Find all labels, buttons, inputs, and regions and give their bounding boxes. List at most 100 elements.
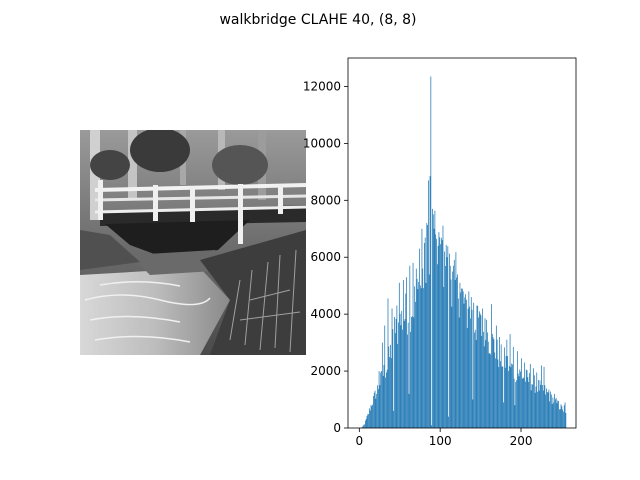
histogram-bar <box>524 363 525 428</box>
histogram-bar <box>465 294 466 428</box>
histogram-bar <box>448 417 449 428</box>
histogram-bar <box>371 405 372 428</box>
histogram-bar <box>506 356 507 428</box>
histogram-bar <box>380 385 381 428</box>
histogram-bar <box>450 266 451 428</box>
histogram-bar <box>494 352 495 428</box>
histogram-bar <box>443 226 444 428</box>
histogram-bar <box>409 266 410 428</box>
histogram-bar <box>384 326 385 428</box>
histogram-bar <box>547 392 548 428</box>
histogram-bar <box>492 334 493 428</box>
y-tick-label: 8000 <box>310 193 341 207</box>
histogram-bar <box>455 280 456 428</box>
histogram-bar <box>421 288 422 428</box>
histogram-bar <box>428 180 429 428</box>
histogram-bar <box>504 347 505 428</box>
histogram-bar <box>489 353 490 428</box>
histogram-bar <box>385 378 386 428</box>
histogram-bar <box>456 252 457 428</box>
histogram-bar <box>565 413 566 428</box>
histogram-bar <box>531 390 532 428</box>
histogram-bar <box>425 238 426 428</box>
histogram-bar <box>548 393 549 428</box>
histogram-bar <box>511 367 512 428</box>
x-tick-label: 0 <box>355 434 363 448</box>
histogram-bar <box>502 366 503 428</box>
histogram-bar <box>418 282 419 428</box>
histogram-bar <box>397 306 398 428</box>
histogram-bar <box>516 380 517 428</box>
histogram-bar <box>400 314 401 428</box>
histogram-bar <box>363 425 364 428</box>
histogram-bar <box>532 385 533 428</box>
histogram-bar <box>418 289 419 428</box>
histogram-bar <box>368 414 369 428</box>
histogram-bar <box>397 344 398 428</box>
histogram-bar <box>435 211 436 428</box>
histogram-bar <box>453 266 454 428</box>
histogram-bar <box>483 332 484 428</box>
histogram-bar <box>478 318 479 428</box>
histogram-bar <box>470 319 471 428</box>
histogram-bar <box>435 234 436 428</box>
histogram-bar <box>402 330 403 428</box>
histogram-bar <box>406 277 407 428</box>
histogram-bar <box>540 385 541 428</box>
histogram-bar <box>482 308 483 428</box>
histogram-bar <box>449 254 450 428</box>
histogram-bar <box>561 404 562 428</box>
histogram-bar <box>396 319 397 428</box>
histogram-bar <box>493 337 494 428</box>
histogram-bar <box>510 334 511 428</box>
histogram-bar <box>514 379 515 428</box>
histogram-bar <box>502 367 503 428</box>
histogram-bar <box>485 340 486 428</box>
histogram-bar <box>436 239 437 428</box>
foliage <box>90 150 130 180</box>
histogram-bar <box>414 286 415 428</box>
bridge-post <box>278 184 283 214</box>
histogram-bar <box>557 401 558 428</box>
histogram-bar <box>503 402 504 428</box>
histogram-bar <box>426 223 427 428</box>
histogram-bar <box>498 367 499 428</box>
histogram-bar <box>432 209 433 428</box>
y-tick-label: 0 <box>333 421 341 435</box>
histogram-bar <box>372 405 373 428</box>
histogram-bar <box>530 364 531 428</box>
histogram-bar <box>412 316 413 428</box>
histogram-bar <box>511 364 512 428</box>
histogram-bar <box>477 306 478 428</box>
histogram-bar <box>515 405 516 428</box>
histogram-bar <box>423 288 424 428</box>
histogram-bar <box>473 400 474 428</box>
histogram-bar <box>395 333 396 428</box>
histogram-bar <box>388 299 389 429</box>
histogram-bar <box>542 385 543 428</box>
histogram-bar <box>410 332 411 428</box>
histogram-bar <box>392 329 393 428</box>
histogram-bar <box>443 287 444 428</box>
histogram-bar <box>367 416 368 428</box>
histogram-bar <box>468 309 469 428</box>
figure-title: walkbridge CLAHE 40, (8, 8) <box>219 12 416 28</box>
histogram-bar <box>520 372 521 428</box>
histogram-bar <box>460 293 461 428</box>
histogram-bar <box>460 283 461 428</box>
histogram-bar <box>499 337 500 428</box>
histogram-bar <box>468 291 469 428</box>
histogram-bar <box>438 246 439 428</box>
histogram-bar <box>413 263 414 428</box>
histogram-bar <box>389 357 390 428</box>
histogram-bar <box>461 288 462 428</box>
histogram-bar <box>374 393 375 428</box>
histogram-bar <box>487 332 488 428</box>
histogram-bar <box>506 340 507 428</box>
histogram-bar <box>481 336 482 428</box>
histogram-bar <box>477 306 478 428</box>
histogram-bar <box>393 411 394 428</box>
histogram-bar <box>420 285 421 428</box>
histogram-bar <box>392 308 393 428</box>
histogram-bar <box>439 237 440 428</box>
